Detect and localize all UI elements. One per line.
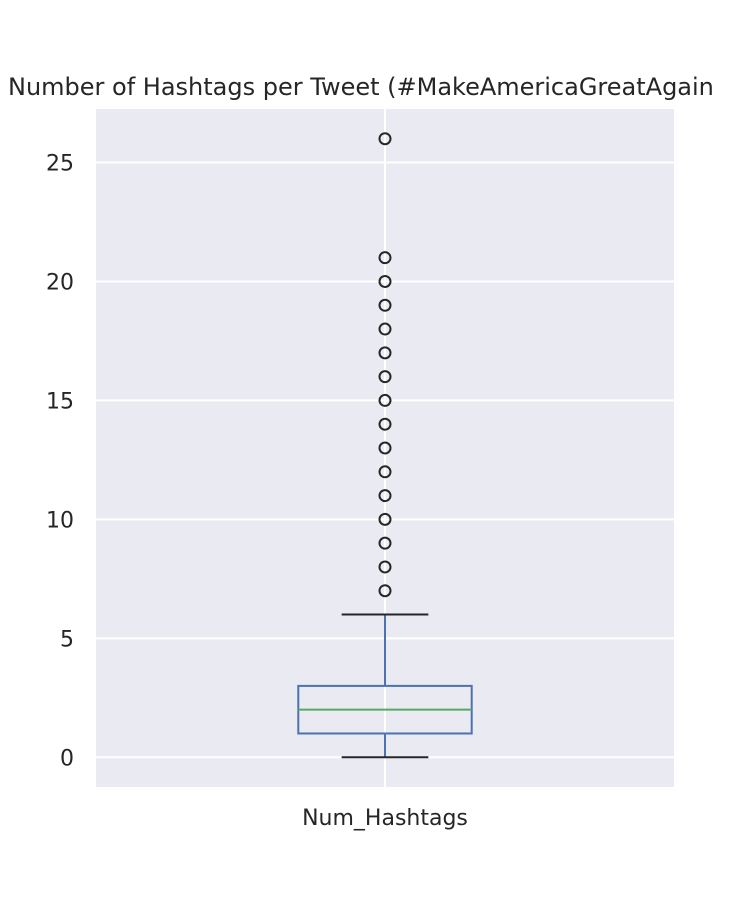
outlier-point xyxy=(378,536,392,550)
y-tick-label: 10 xyxy=(46,508,74,533)
y-tick-label: 5 xyxy=(60,627,74,652)
outlier-point xyxy=(378,393,392,407)
y-tick-label: 20 xyxy=(46,270,74,295)
outlier-point xyxy=(378,132,392,146)
y-axis-ticks: 0 5 10 15 20 25 xyxy=(46,152,74,772)
chart-title: Number of Hashtags per Tweet (#MakeAmeri… xyxy=(8,73,714,101)
box-plot xyxy=(297,132,473,759)
outlier-point xyxy=(378,322,392,336)
outlier-point xyxy=(378,370,392,384)
outlier-point xyxy=(378,560,392,574)
outlier-point xyxy=(378,465,392,479)
x-axis-ticks: Num_Hashtags xyxy=(302,806,468,831)
outlier-point xyxy=(378,251,392,265)
y-tick-label: 0 xyxy=(60,746,74,771)
x-tick-label: Num_Hashtags xyxy=(302,806,468,831)
y-tick-label: 25 xyxy=(46,152,74,177)
outlier-point xyxy=(378,489,392,503)
outlier-point xyxy=(378,417,392,431)
outlier-point xyxy=(378,512,392,526)
outlier-point xyxy=(378,274,392,288)
outlier-point xyxy=(378,584,392,598)
outlier-point xyxy=(378,298,392,312)
y-tick-label: 15 xyxy=(46,389,74,414)
outlier-point xyxy=(378,441,392,455)
outlier-point xyxy=(378,346,392,360)
